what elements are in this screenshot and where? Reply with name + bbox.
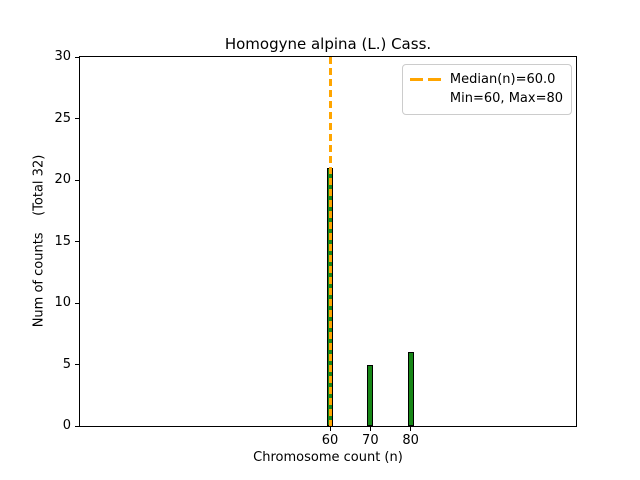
x-tick-70 bbox=[369, 427, 371, 431]
x-tick-60 bbox=[329, 427, 331, 431]
y-tick-0 bbox=[75, 425, 79, 427]
y-tick-label-25: 25 bbox=[54, 110, 71, 126]
median-dash-sample-icon bbox=[409, 78, 441, 81]
legend-row-minmax: Min=60, Max=80 bbox=[410, 89, 563, 108]
x-tick-label-70: 70 bbox=[362, 433, 379, 448]
y-tick-25 bbox=[75, 118, 79, 119]
chart-title: Homogyne alpina (L.) Cass. bbox=[224, 35, 432, 53]
y-tick-10 bbox=[75, 302, 79, 304]
y-tick-label-0: 0 bbox=[62, 418, 71, 433]
y-tick-label-5: 5 bbox=[62, 356, 71, 372]
bar-n70 bbox=[367, 364, 374, 426]
y-tick-20 bbox=[75, 179, 79, 181]
y-tick-30 bbox=[75, 56, 79, 58]
y-tick-label-30: 30 bbox=[54, 49, 71, 64]
legend-blank-sample bbox=[410, 97, 441, 100]
median-line bbox=[328, 57, 332, 426]
x-tick-label-60: 60 bbox=[321, 433, 339, 448]
y-tick-label-15: 15 bbox=[54, 233, 71, 249]
x-tick-80 bbox=[410, 427, 412, 431]
y-tick-5 bbox=[75, 364, 79, 365]
y-tick-label-20: 20 bbox=[54, 172, 71, 187]
legend-row-median: Median(n)=60.0 bbox=[409, 70, 563, 89]
bar-n80 bbox=[407, 352, 414, 426]
x-tick-label-80: 80 bbox=[402, 433, 419, 448]
legend: Median(n)=60.0 Min=60, Max=80 bbox=[401, 64, 572, 115]
plot-area: Median(n)=60.0 Min=60, Max=80 0 5 10 15 20 25… bbox=[54, 49, 577, 448]
y-tick-15 bbox=[75, 241, 79, 242]
x-axis-label: Chromosome count (n) bbox=[253, 450, 403, 465]
legend-entry-minmax: Min=60, Max=80 bbox=[449, 91, 563, 106]
y-tick-label-10: 10 bbox=[54, 295, 71, 310]
legend-entry-median: Median(n)=60.0 bbox=[449, 72, 556, 87]
